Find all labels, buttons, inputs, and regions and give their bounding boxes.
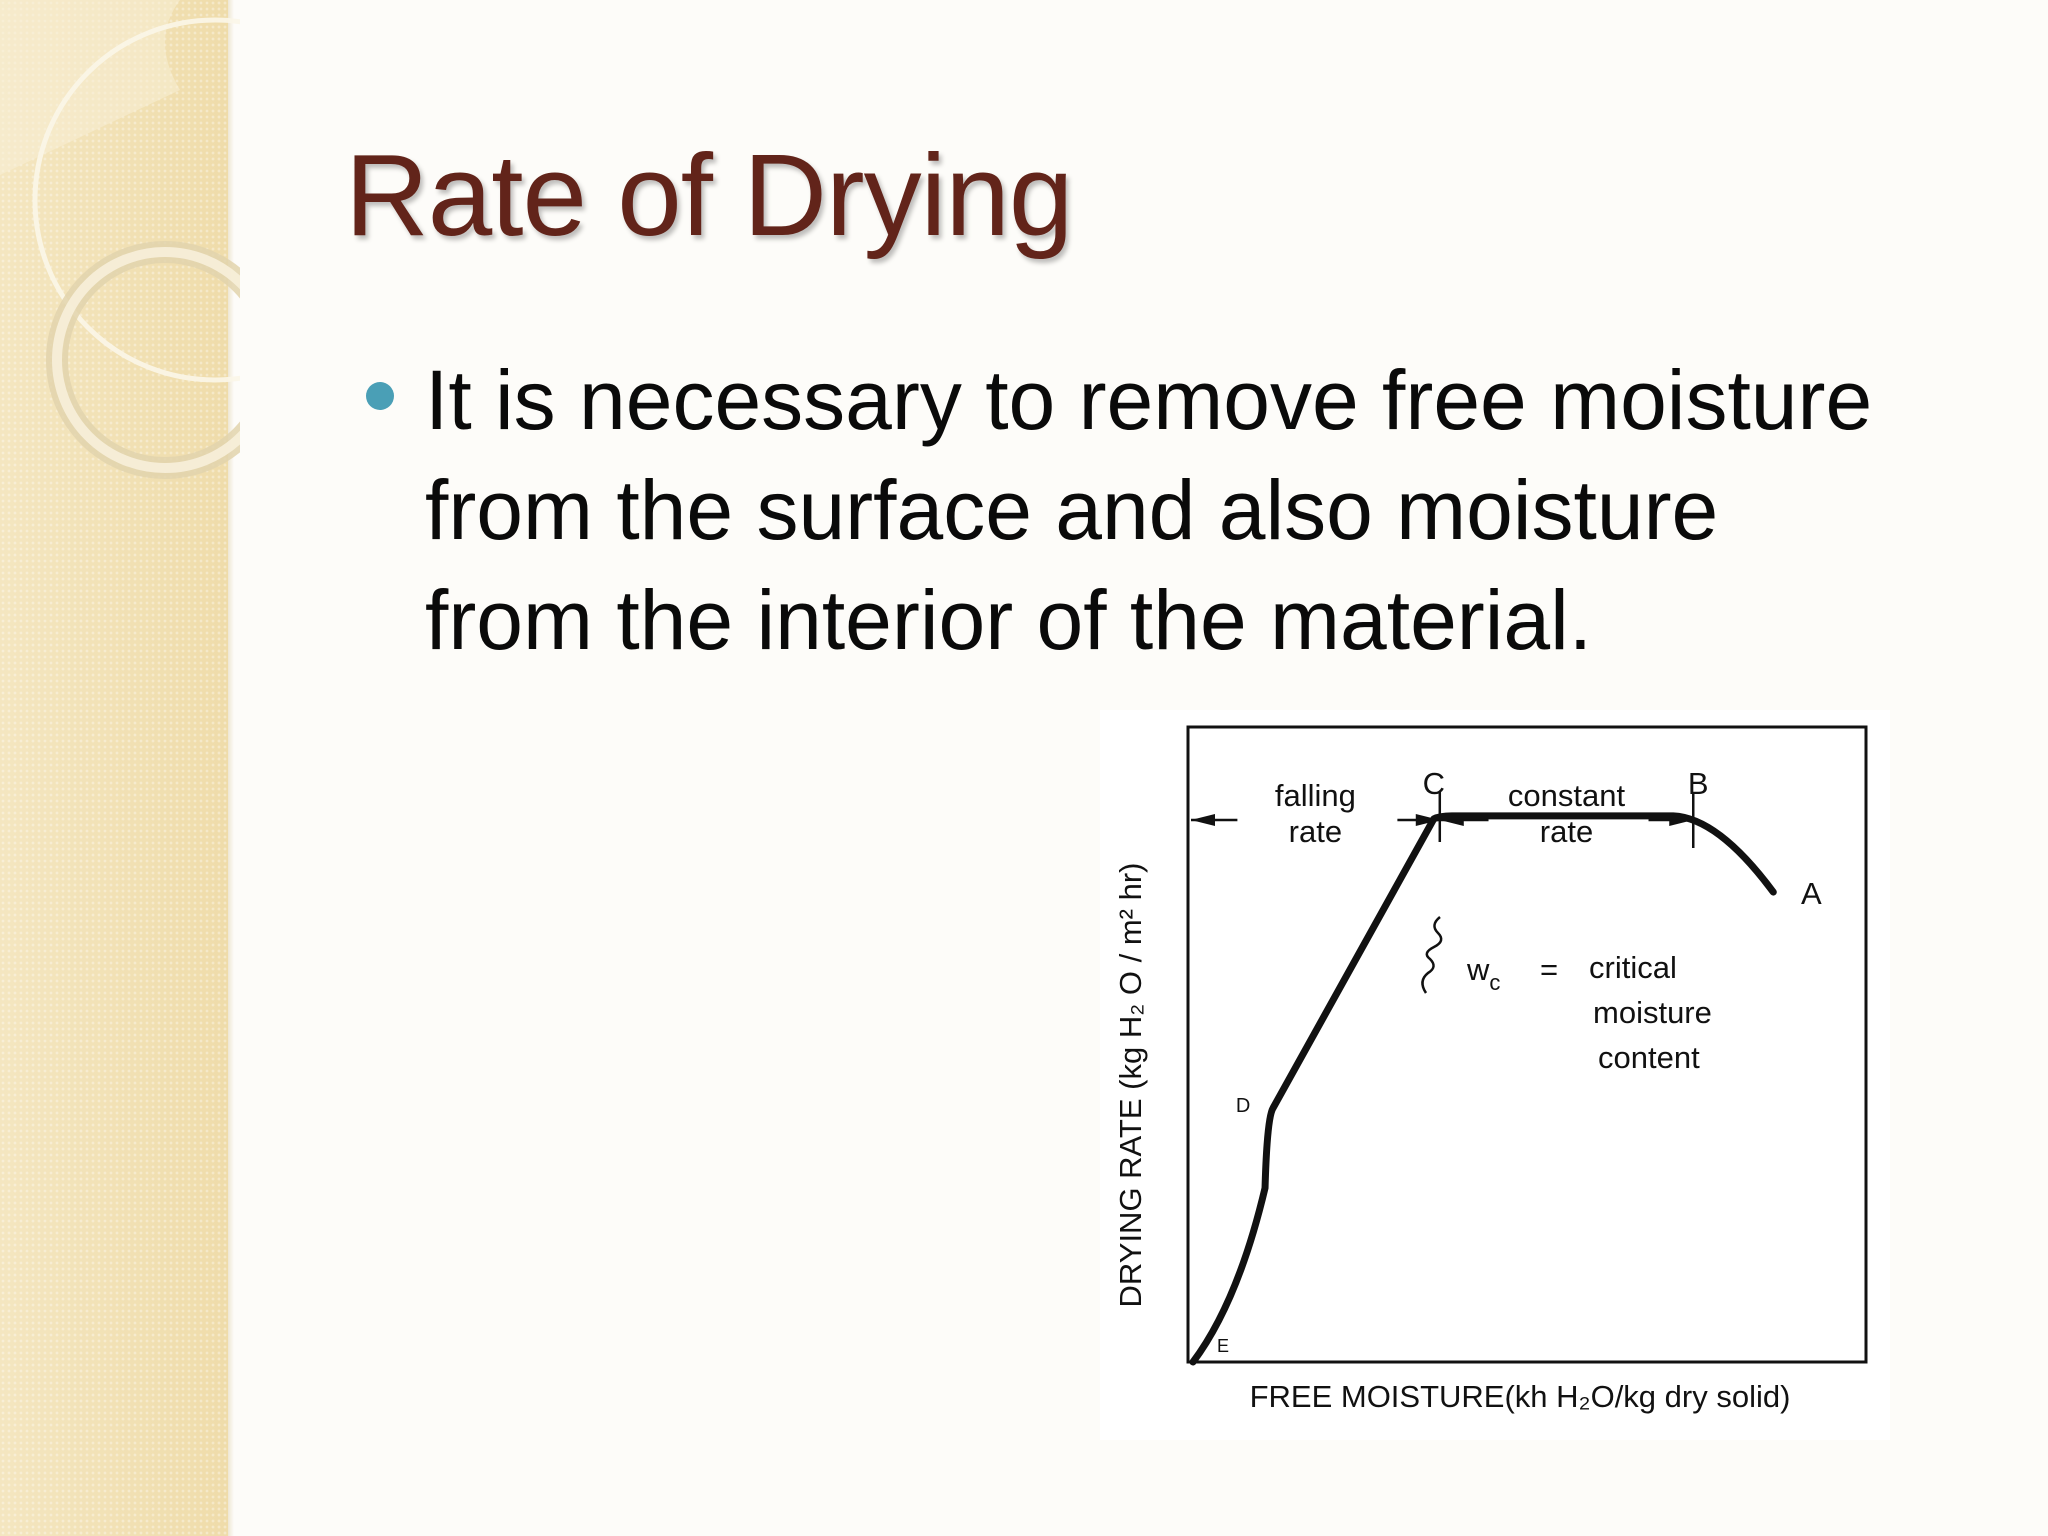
small-ring-inner xyxy=(52,247,240,473)
wc-text-line-3: content xyxy=(1598,1040,1700,1075)
bullet-icon xyxy=(366,382,394,410)
drying-rate-chart: DRYING RATE (kg H₂ O / m² hr) FREE MOIST… xyxy=(1113,725,1868,1414)
region-arrowhead-right-1 xyxy=(1415,814,1440,826)
region-label-2-line-1: constant xyxy=(1508,778,1626,813)
decorative-rings xyxy=(0,0,240,479)
point-label-e: E xyxy=(1217,1336,1229,1356)
point-label-d: D xyxy=(1236,1095,1250,1117)
y-axis-label: DRYING RATE (kg H₂ O / m² hr) xyxy=(1113,863,1148,1308)
corner-shape-light xyxy=(0,0,180,175)
large-ring xyxy=(32,17,240,383)
point-labels: E D C B A xyxy=(1217,766,1822,1356)
point-label-a: A xyxy=(1801,876,1822,911)
slide-title: Rate of Drying xyxy=(345,130,1073,260)
plot-frame xyxy=(1186,725,1868,1364)
wc-equals: = xyxy=(1540,952,1558,987)
point-label-b: B xyxy=(1688,766,1709,801)
region-label-2-line-2: rate xyxy=(1540,814,1593,849)
wc-symbol: wc xyxy=(1466,952,1500,995)
bullet-text: It is necessary to remove free moisture … xyxy=(425,353,1873,667)
wc-text-line-1: critical xyxy=(1589,950,1677,985)
drying-rate-curve xyxy=(1189,812,1777,1366)
critical-moisture-annotation: wc = critical moisture content xyxy=(1421,916,1712,1075)
region-label-1-line-1: falling xyxy=(1275,778,1356,813)
drying-rate-figure: DRYING RATE (kg H₂ O / m² hr) FREE MOIST… xyxy=(1100,710,1890,1440)
brace-icon xyxy=(1421,916,1443,994)
wc-text-line-2: moisture xyxy=(1593,995,1712,1030)
region-label-1-line-2: rate xyxy=(1289,814,1342,849)
sidebar-edge-shadow xyxy=(228,0,234,1536)
point-label-c: C xyxy=(1423,766,1445,801)
x-axis-label: FREE MOISTURE(kh H₂O/kg dry solid) xyxy=(1250,1379,1791,1414)
region-arrowhead-left-1 xyxy=(1191,814,1215,826)
